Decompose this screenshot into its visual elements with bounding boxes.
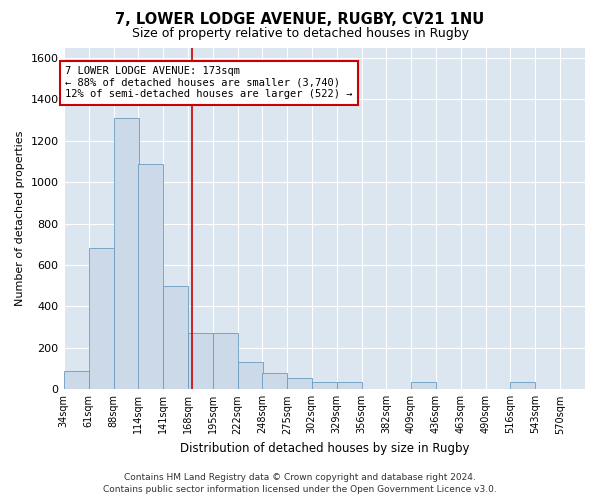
Bar <box>212 334 238 390</box>
Bar <box>89 248 113 390</box>
Bar <box>163 286 188 390</box>
Bar <box>188 334 212 390</box>
Bar <box>411 382 436 390</box>
Text: 7, LOWER LODGE AVENUE, RUGBY, CV21 1NU: 7, LOWER LODGE AVENUE, RUGBY, CV21 1NU <box>115 12 485 28</box>
Bar <box>312 382 337 390</box>
Bar <box>510 382 535 390</box>
Y-axis label: Number of detached properties: Number of detached properties <box>15 130 25 306</box>
Bar <box>287 378 312 390</box>
Bar <box>262 372 287 390</box>
Text: 7 LOWER LODGE AVENUE: 173sqm
← 88% of detached houses are smaller (3,740)
12% of: 7 LOWER LODGE AVENUE: 173sqm ← 88% of de… <box>65 66 353 100</box>
Text: Size of property relative to detached houses in Rugby: Size of property relative to detached ho… <box>131 28 469 40</box>
X-axis label: Distribution of detached houses by size in Rugby: Distribution of detached houses by size … <box>179 442 469 455</box>
Bar <box>113 118 139 390</box>
Text: Contains HM Land Registry data © Crown copyright and database right 2024.
Contai: Contains HM Land Registry data © Crown c… <box>103 473 497 494</box>
Bar <box>337 382 362 390</box>
Bar <box>64 370 89 390</box>
Bar <box>137 164 163 390</box>
Bar <box>238 362 263 390</box>
